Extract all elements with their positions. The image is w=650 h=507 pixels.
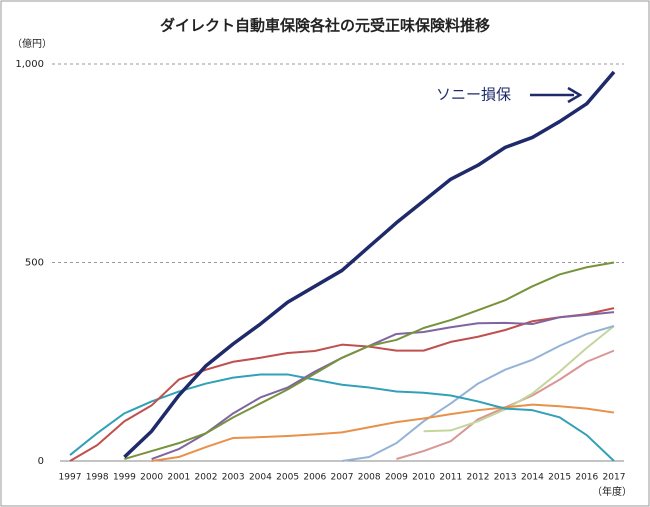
x-tick-label: 2016 [575, 473, 598, 483]
x-tick-label: 2015 [548, 473, 571, 483]
series-line [124, 261, 615, 460]
x-tick-label: 2005 [276, 473, 299, 483]
x-tick-label: 2007 [331, 473, 354, 483]
x-tick-label: 1999 [113, 473, 136, 483]
x-tick-label: 2009 [385, 473, 408, 483]
x-tick-label: 2011 [439, 473, 462, 483]
y-axis-label: （億円） [12, 37, 52, 50]
series-line [151, 311, 615, 460]
x-tick-label: 2000 [140, 473, 163, 483]
x-tick-label: 1997 [59, 473, 82, 483]
x-tick-label: 2001 [167, 473, 190, 483]
x-tick-label: 2013 [494, 473, 517, 483]
x-tick-label: 2002 [195, 473, 218, 483]
series-line [341, 325, 615, 462]
x-tick-label: 2006 [303, 473, 326, 483]
x-tick-label: 2017 [603, 473, 626, 483]
x-tick-label: 2008 [358, 473, 381, 483]
x-tick-label: 1998 [86, 473, 109, 483]
x-tick-label: 2010 [412, 473, 435, 483]
series-line [423, 325, 615, 433]
y-tick-label: 500 [25, 258, 44, 269]
chart-title: ダイレクト自動車保険各社の元受正味保険料推移 [160, 17, 490, 35]
x-tick-label: 2012 [467, 473, 490, 483]
x-tick-label: 2003 [222, 473, 245, 483]
y-tick-label: 1,000 [15, 59, 44, 70]
annotation-arrowhead [567, 86, 583, 104]
x-tick-label: 2004 [249, 473, 272, 483]
y-tick-label: 0 [38, 456, 44, 467]
x-axis-label: （年度） [592, 485, 632, 498]
series-line [123, 70, 616, 459]
x-tick-label: 2014 [521, 473, 544, 483]
series-line [151, 403, 615, 462]
series-annotation: ソニー損保 [436, 86, 511, 104]
